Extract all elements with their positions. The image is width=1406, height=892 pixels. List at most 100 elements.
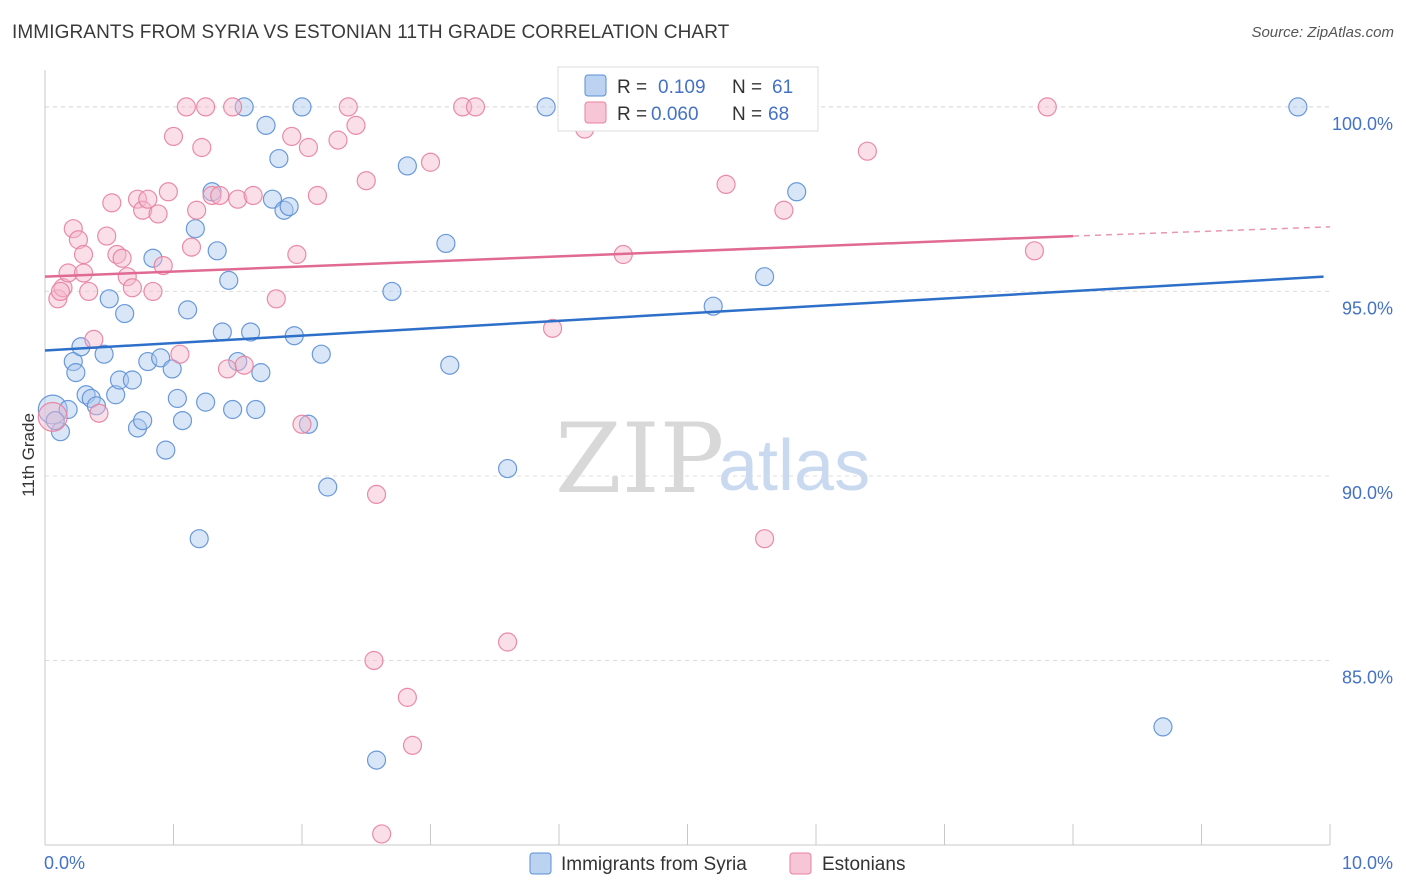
axes xyxy=(44,70,1331,846)
point-syria-16 xyxy=(133,410,153,431)
chart-source: Source: ZipAtlas.com xyxy=(1251,24,1394,41)
point-syria-53 xyxy=(498,458,518,479)
point-estonians-38 xyxy=(287,244,307,265)
point-syria-10 xyxy=(99,289,119,309)
trend-lines xyxy=(44,226,1331,352)
point-estonians-22 xyxy=(158,182,178,202)
y-tick-label-95: 95.0% xyxy=(1342,298,1393,318)
point-estonians-29 xyxy=(202,185,222,206)
legend-r-value-syria: 0.109 xyxy=(658,77,706,98)
stats-legend: R = 0.109 N = 61 R = 0.060 N = 68 xyxy=(557,66,819,132)
point-estonians-21 xyxy=(153,255,173,276)
point-syria-26 xyxy=(189,529,209,549)
point-estonians-26 xyxy=(181,237,202,257)
legend-swatch-estonians xyxy=(584,101,607,124)
series-legend-swatch-estonians xyxy=(789,852,812,875)
point-syria-51 xyxy=(436,233,456,254)
point-estonians-33 xyxy=(228,189,248,209)
y-tick-label-90: 90.0% xyxy=(1342,483,1393,503)
point-syria-35 xyxy=(241,322,261,342)
point-estonians-35 xyxy=(243,185,263,206)
point-estonians-58 xyxy=(716,174,736,195)
point-syria-40 xyxy=(269,148,289,169)
point-syria-45 xyxy=(298,414,319,434)
point-estonians-65 xyxy=(50,281,71,302)
chart-title: IMMIGRANTS FROM SYRIA VS ESTONIAN 11TH G… xyxy=(12,22,730,43)
point-estonians-20 xyxy=(148,204,168,224)
point-syria-60 xyxy=(45,410,65,431)
point-estonians-0 xyxy=(37,401,68,432)
point-syria-11 xyxy=(106,385,126,405)
y-tick-labels: 85.0% 90.0% 95.0% 100.0% xyxy=(1332,114,1393,688)
point-estonians-60 xyxy=(774,200,794,220)
point-syria-30 xyxy=(212,322,232,342)
point-estonians-67 xyxy=(196,97,216,117)
point-syria-20 xyxy=(156,440,176,460)
point-syria-29 xyxy=(207,241,227,261)
watermark: ZIP atlas xyxy=(555,403,870,515)
point-estonians-11 xyxy=(102,193,122,213)
point-syria-24 xyxy=(178,300,198,320)
point-estonians-15 xyxy=(122,278,142,298)
legend-r-label-estonians: R = xyxy=(617,104,647,125)
point-estonians-9 xyxy=(89,403,109,423)
point-syria-31 xyxy=(219,270,239,290)
point-estonians-62 xyxy=(857,141,878,161)
watermark-atlas: atlas xyxy=(718,426,870,506)
point-estonians-34 xyxy=(234,355,254,375)
point-estonians-1 xyxy=(48,289,68,309)
point-syria-14 xyxy=(122,370,142,390)
point-estonians-12 xyxy=(107,244,127,265)
point-syria-37 xyxy=(251,363,271,383)
point-estonians-5 xyxy=(68,230,89,250)
point-syria-2 xyxy=(58,399,78,420)
point-estonians-51 xyxy=(420,152,441,172)
point-syria-52 xyxy=(440,355,460,375)
legend-n-value-syria: 61 xyxy=(772,77,793,98)
point-syria-8 xyxy=(86,396,107,416)
point-estonians-48 xyxy=(372,824,392,844)
point-estonians-42 xyxy=(328,130,348,150)
point-estonians-8 xyxy=(84,329,104,350)
point-estonians-17 xyxy=(133,200,153,220)
y-tick-label-100: 100.0% xyxy=(1332,114,1393,134)
data-points xyxy=(37,97,1308,844)
point-estonians-39 xyxy=(292,414,312,434)
y-axis-label: 11th Grade xyxy=(19,413,38,497)
point-estonians-13 xyxy=(112,248,132,268)
point-estonians-23 xyxy=(163,126,184,147)
point-estonians-7 xyxy=(79,281,99,302)
point-syria-18 xyxy=(143,248,163,268)
point-syria-36 xyxy=(246,399,266,420)
point-syria-33 xyxy=(228,351,248,372)
point-estonians-41 xyxy=(307,185,328,206)
point-syria-25 xyxy=(185,219,205,239)
point-estonians-18 xyxy=(138,189,158,209)
point-estonians-40 xyxy=(298,137,319,158)
point-syria-42 xyxy=(279,196,299,217)
point-estonians-49 xyxy=(397,687,417,707)
point-estonians-36 xyxy=(266,289,286,309)
point-estonians-55 xyxy=(542,318,563,338)
point-estonians-45 xyxy=(356,171,376,191)
x-tick-label-min: 0.0% xyxy=(44,853,85,873)
point-syria-38 xyxy=(256,115,276,135)
legend-n-label-syria: N = xyxy=(732,77,762,98)
point-syria-41 xyxy=(274,200,294,220)
point-syria-3 xyxy=(63,351,83,372)
point-estonians-24 xyxy=(170,344,190,364)
point-syria-19 xyxy=(151,348,171,368)
legend-r-value-estonians: 0.060 xyxy=(651,104,699,125)
point-estonians-4 xyxy=(63,219,83,239)
point-syria-34 xyxy=(234,97,254,117)
series-legend: Immigrants from Syria Estonians xyxy=(529,852,905,875)
legend-n-label-estonians: N = xyxy=(732,104,762,125)
point-estonians-28 xyxy=(192,137,212,158)
point-estonians-53 xyxy=(465,97,486,117)
point-syria-17 xyxy=(138,351,158,372)
point-estonians-43 xyxy=(338,97,358,117)
point-estonians-19 xyxy=(143,281,163,302)
legend-swatch-syria xyxy=(584,74,607,97)
point-estonians-32 xyxy=(223,97,243,117)
